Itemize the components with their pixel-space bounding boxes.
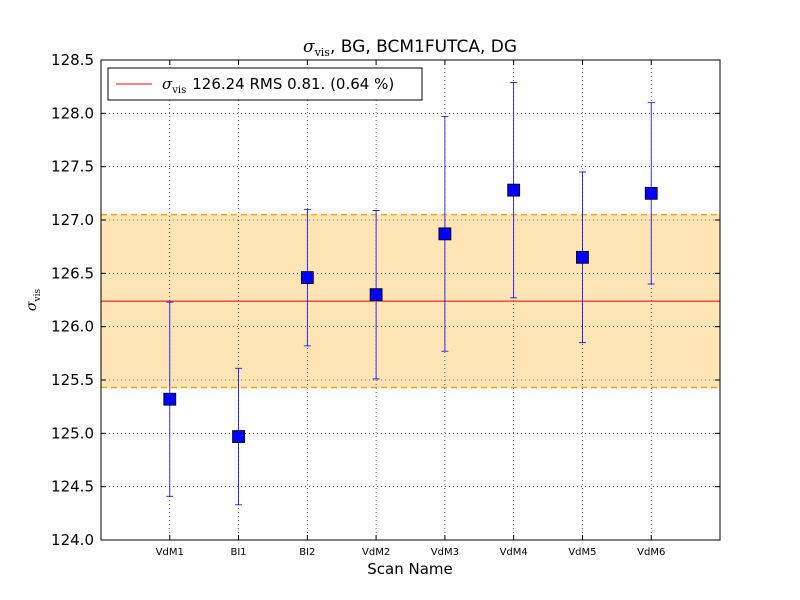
x-tick-label: VdM6 (637, 547, 665, 558)
x-tick-label: VdM3 (431, 547, 459, 558)
data-point (644, 186, 658, 200)
x-axis-label: Scan Name (367, 560, 453, 578)
legend-text: 126.24 RMS 0.81. (0.64 %) (192, 75, 394, 93)
x-tick-label: BI2 (299, 547, 315, 558)
x-tick-label: VdM1 (156, 547, 184, 558)
data-point (232, 430, 245, 443)
y-tick-label: 128.5 (51, 51, 94, 69)
legend: σvis 126.24 RMS 0.81. (0.64 %) (107, 67, 423, 101)
chart-title: σvis, BG, BCM1FUTCA, DG (303, 37, 517, 59)
y-tick-label: 126.5 (51, 264, 94, 282)
y-axis-label: σvis (24, 289, 43, 312)
data-point (576, 250, 589, 264)
legend-box (107, 67, 423, 101)
y-tick-label: 125.5 (51, 371, 94, 389)
x-tick-label: VdM4 (500, 547, 528, 558)
data-point (163, 392, 177, 406)
y-tick-label: 128.0 (51, 104, 94, 122)
y-tick-label: 126.0 (51, 318, 94, 336)
chart-title-symbol: σ (303, 37, 315, 57)
x-tick-label: BI1 (230, 547, 246, 558)
y-axis-symbol: σ (24, 301, 40, 311)
plot-frame (100, 59, 721, 541)
y-tick-label: 125.0 (51, 424, 94, 442)
legend-subscript: vis (171, 85, 186, 96)
y-tick-label: 124.5 (51, 478, 94, 496)
chart-title-rest: , BG, BCM1FUTCA, DG (330, 37, 517, 57)
chart-title-subscript: vis (314, 46, 331, 59)
data-point (507, 183, 521, 197)
x-axis-ticks: VdM1 BI1 BI2 VdM2 VdM3 VdM4 VdM5 VdM6 (156, 60, 665, 558)
x-tick-label: VdM5 (568, 547, 596, 558)
data-point (369, 288, 383, 302)
y-axis-subscript: vis (33, 289, 43, 303)
y-axis-ticks: 124.0 124.5 125.0 125.5 126.0 126.5 127.0 127.5… (51, 51, 720, 549)
legend-label: σvis 126.24 RMS 0.81. (0.64 %) (162, 75, 394, 96)
y-tick-label: 124.0 (51, 531, 94, 549)
y-tick-label: 127.0 (51, 211, 94, 229)
marker-layer (163, 183, 658, 443)
data-point (300, 271, 314, 285)
legend-symbol: σ (162, 75, 173, 93)
y-tick-label: 127.5 (51, 158, 94, 176)
x-tick-label: VdM2 (362, 547, 390, 558)
data-point (438, 227, 452, 241)
